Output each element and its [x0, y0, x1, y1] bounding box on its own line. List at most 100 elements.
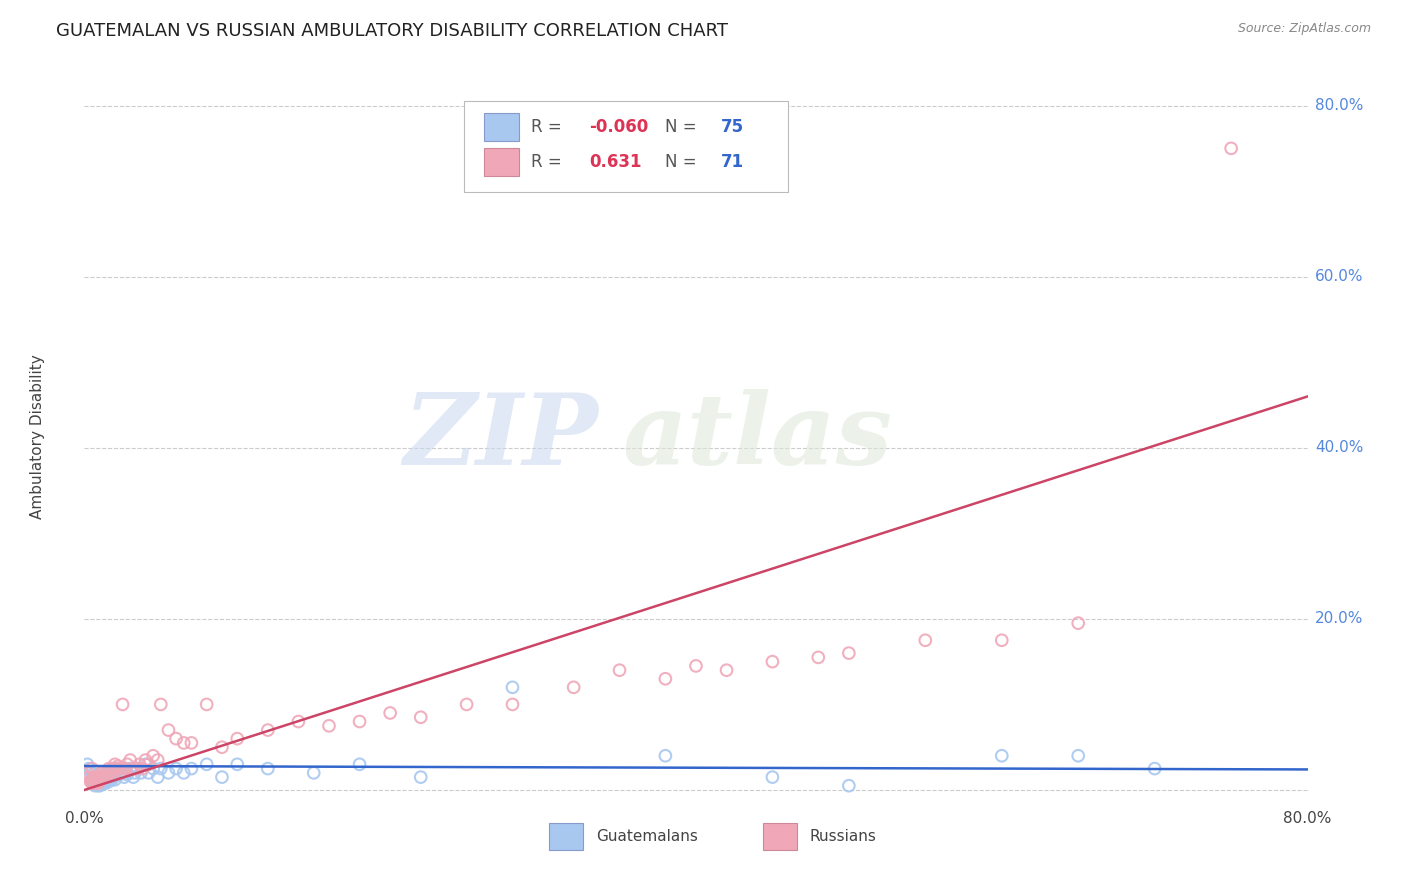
Point: [93, 774, 115, 789]
Point: [94, 776, 117, 790]
Point: [115, 767, 138, 781]
Point: [761, 770, 783, 784]
Text: -0.060: -0.060: [589, 118, 648, 136]
Point: [86, 776, 108, 790]
Bar: [763, 822, 797, 850]
Point: [180, 736, 202, 750]
Point: [211, 770, 233, 784]
Point: [1067, 616, 1090, 631]
Point: [96, 765, 118, 780]
Point: [89, 779, 111, 793]
Point: [380, 706, 402, 720]
Point: [93, 770, 115, 784]
Point: [90, 774, 112, 789]
Point: [89, 772, 111, 787]
Text: 60.0%: 60.0%: [1315, 269, 1364, 285]
Point: [83, 770, 105, 784]
FancyBboxPatch shape: [464, 101, 787, 192]
Point: [97, 774, 120, 789]
Point: [86, 770, 108, 784]
Point: [257, 762, 280, 776]
Point: [89, 770, 111, 784]
Point: [226, 757, 249, 772]
Point: [180, 762, 202, 776]
Point: [90, 770, 112, 784]
Point: [104, 757, 127, 772]
Point: [93, 767, 115, 781]
Point: [110, 765, 132, 780]
Point: [165, 762, 187, 776]
Text: Russians: Russians: [810, 829, 876, 844]
Point: [83, 772, 105, 787]
Point: [127, 762, 149, 776]
Point: [991, 748, 1014, 763]
Point: [86, 770, 108, 784]
Point: [98, 770, 121, 784]
Point: [87, 772, 110, 787]
Text: R =: R =: [531, 153, 567, 171]
Point: [125, 762, 148, 776]
Point: [105, 762, 128, 776]
Point: [685, 659, 707, 673]
Point: [914, 633, 936, 648]
Point: [146, 770, 169, 784]
Text: Ambulatory Disability: Ambulatory Disability: [31, 355, 45, 519]
Text: N =: N =: [665, 153, 702, 171]
Point: [89, 770, 111, 784]
Point: [111, 762, 134, 776]
Text: atlas: atlas: [623, 389, 893, 485]
Point: [349, 714, 371, 729]
Point: [131, 762, 153, 776]
Point: [79, 774, 101, 789]
Point: [91, 772, 114, 787]
Point: [83, 776, 105, 790]
Point: [838, 646, 860, 660]
Point: [94, 770, 117, 784]
Point: [87, 776, 110, 790]
Point: [112, 770, 135, 784]
Point: [122, 770, 145, 784]
Point: [96, 770, 118, 784]
Text: Source: ZipAtlas.com: Source: ZipAtlas.com: [1237, 22, 1371, 36]
Point: [654, 672, 676, 686]
Point: [86, 774, 108, 789]
Point: [104, 772, 127, 787]
Point: [107, 759, 129, 773]
Point: [84, 779, 107, 793]
Point: [111, 698, 134, 712]
Point: [157, 765, 180, 780]
Point: [84, 776, 107, 790]
Bar: [550, 822, 583, 850]
Point: [409, 770, 432, 784]
Text: N =: N =: [665, 118, 702, 136]
Point: [101, 762, 124, 776]
Point: [84, 772, 107, 787]
Point: [101, 772, 124, 787]
Point: [80, 762, 103, 776]
Bar: [484, 148, 519, 176]
Point: [76, 757, 98, 772]
Point: [120, 753, 142, 767]
Point: [103, 770, 125, 784]
Point: [108, 767, 131, 781]
Point: [173, 736, 195, 750]
Text: 20.0%: 20.0%: [1315, 611, 1364, 626]
Text: 40.0%: 40.0%: [1315, 441, 1364, 455]
Point: [76, 765, 98, 780]
Point: [89, 767, 111, 781]
Point: [87, 777, 110, 791]
Point: [96, 770, 118, 784]
Point: [97, 767, 120, 781]
Point: [104, 762, 127, 776]
Point: [91, 776, 114, 790]
Point: [257, 723, 280, 737]
Point: [502, 698, 524, 712]
Point: [77, 770, 100, 784]
Point: [287, 714, 309, 729]
Point: [138, 757, 160, 772]
Point: [84, 774, 107, 789]
Point: [807, 650, 830, 665]
Point: [89, 774, 111, 789]
Point: [87, 779, 110, 793]
Point: [226, 731, 249, 746]
